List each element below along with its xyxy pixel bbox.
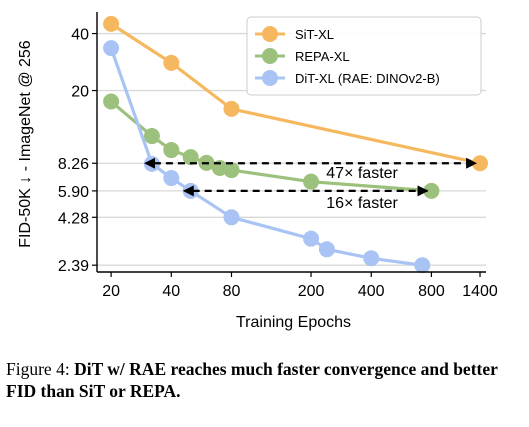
series-line [110,22,481,165]
annotations-layer: 47× faster 16× faster [144,157,478,212]
data-point [472,155,489,172]
x-tick-label: 80 [223,283,241,300]
data-point [303,230,320,247]
data-point [223,162,240,179]
legend-label: REPA-XL [295,49,350,64]
y-axis-title: FID-50K ↓ - ImageNet @ 256 [17,40,34,248]
fid-convergence-chart: 47× faster 16× faster 20 40 80 200 400 800 1400… [17,12,498,331]
x-tick-label: 400 [358,283,385,300]
x-tick-label: 200 [298,283,325,300]
figure-caption: Figure 4: DiT w/ RAE reaches much faster… [6,358,524,402]
data-point [318,241,335,258]
data-point [103,93,120,110]
x-tick-label: 800 [418,283,445,300]
data-point [143,128,160,145]
legend: SiT-XL REPA-XL DiT-XL (RAE: DINOv2-B) [246,16,482,96]
data-point [223,209,240,226]
y-tick-label: 5.90 [58,184,89,201]
speedup-label: 16× faster [326,195,398,212]
data-point [223,100,240,117]
x-tick-label: 40 [162,283,180,300]
legend-label: DiT-XL (RAE: DINOv2-B) [295,71,440,86]
data-point [103,40,120,57]
data-point [414,257,431,274]
y-tick-label: 4.28 [58,210,89,227]
data-point [103,15,120,32]
y-tick-label: 40 [71,27,89,44]
x-tick-label: 1400 [462,283,498,300]
y-tick-label: 8.26 [58,156,89,173]
caption-text: DiT w/ RAE reaches much faster convergen… [6,359,498,401]
data-point [163,142,180,159]
axes-layer: 20 40 80 200 400 800 1400 2.39 4.28 5.90 8.26 20 40 T… [17,12,498,331]
y-tick-label: 20 [71,84,89,101]
speedup-label: 47× faster [326,165,398,182]
x-tick-label: 20 [102,283,120,300]
data-point [163,54,180,71]
x-axis-title: Training Epochs [236,314,351,331]
legend-marker [262,48,278,64]
legend-marker [262,26,278,42]
legend-marker [262,70,278,86]
data-point [303,173,320,190]
legend-label: SiT-XL [295,27,334,42]
y-tick-label: 2.39 [58,258,89,275]
data-point [163,170,180,187]
caption-label: Figure 4: [6,359,75,379]
legend-box [246,16,482,96]
data-point [363,250,380,267]
